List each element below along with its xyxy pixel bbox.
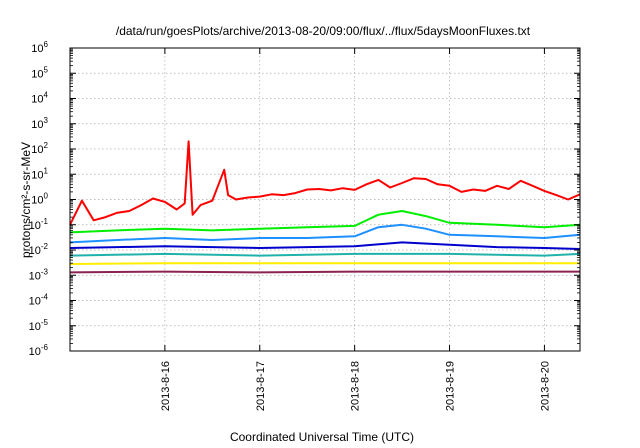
y-tick-label: 10-1 bbox=[29, 217, 49, 232]
series-line-3 bbox=[69, 223, 581, 244]
y-tick-label: 105 bbox=[31, 65, 48, 80]
x-tick-label: 2013-8-16 bbox=[160, 361, 172, 411]
series-line-1 bbox=[69, 140, 581, 226]
y-axis: 10-6 10-5 10-4 10-3 10-2 10-1 100 101 102 103 104 1… bbox=[29, 40, 580, 358]
y-tick-label: 103 bbox=[31, 116, 48, 131]
series-line-7 bbox=[69, 270, 580, 274]
grid-layer bbox=[70, 48, 580, 351]
y-tick-label: 101 bbox=[31, 166, 48, 181]
series-line-2 bbox=[69, 210, 581, 234]
y-tick-label: 102 bbox=[31, 141, 48, 156]
series-line-5 bbox=[69, 252, 581, 257]
y-tick-label: 100 bbox=[31, 192, 48, 207]
y-tick-label: 106 bbox=[31, 40, 48, 55]
x-tick-label: 2013-8-20 bbox=[539, 361, 551, 411]
series-line-6 bbox=[69, 262, 580, 265]
y-tick-label: 10-2 bbox=[29, 242, 49, 257]
x-tick-label: 2013-8-19 bbox=[445, 361, 457, 411]
y-axis-label: protons/cm²-s-sr-MeV bbox=[19, 142, 33, 258]
y-tick-label: 10-4 bbox=[29, 293, 49, 308]
y-tick-label: 10-5 bbox=[29, 318, 49, 333]
series-line-4 bbox=[69, 241, 581, 250]
chart-title: /data/run/goesPlots/archive/2013-08-20/0… bbox=[116, 24, 531, 38]
y-tick-label: 10-6 bbox=[29, 343, 49, 358]
series-layer bbox=[69, 140, 581, 274]
x-axis-label: Coordinated Universal Time (UTC) bbox=[230, 430, 414, 444]
y-tick-label: 104 bbox=[31, 91, 48, 106]
x-tick-label: 2013-8-17 bbox=[255, 361, 267, 411]
y-tick-label: 10-3 bbox=[29, 267, 49, 282]
x-tick-label: 2013-8-18 bbox=[350, 361, 362, 411]
x-axis: 2013-8-16 2013-8-17 2013-8-18 2013-8-19 2013… bbox=[160, 48, 551, 411]
